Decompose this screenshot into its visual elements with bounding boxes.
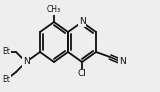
Text: N: N <box>79 17 85 26</box>
Text: Et: Et <box>2 47 10 56</box>
Text: Cl: Cl <box>78 69 86 78</box>
Text: N: N <box>23 58 29 67</box>
Text: Et: Et <box>2 76 10 84</box>
Text: N: N <box>119 58 125 67</box>
Text: CH₃: CH₃ <box>47 6 61 15</box>
